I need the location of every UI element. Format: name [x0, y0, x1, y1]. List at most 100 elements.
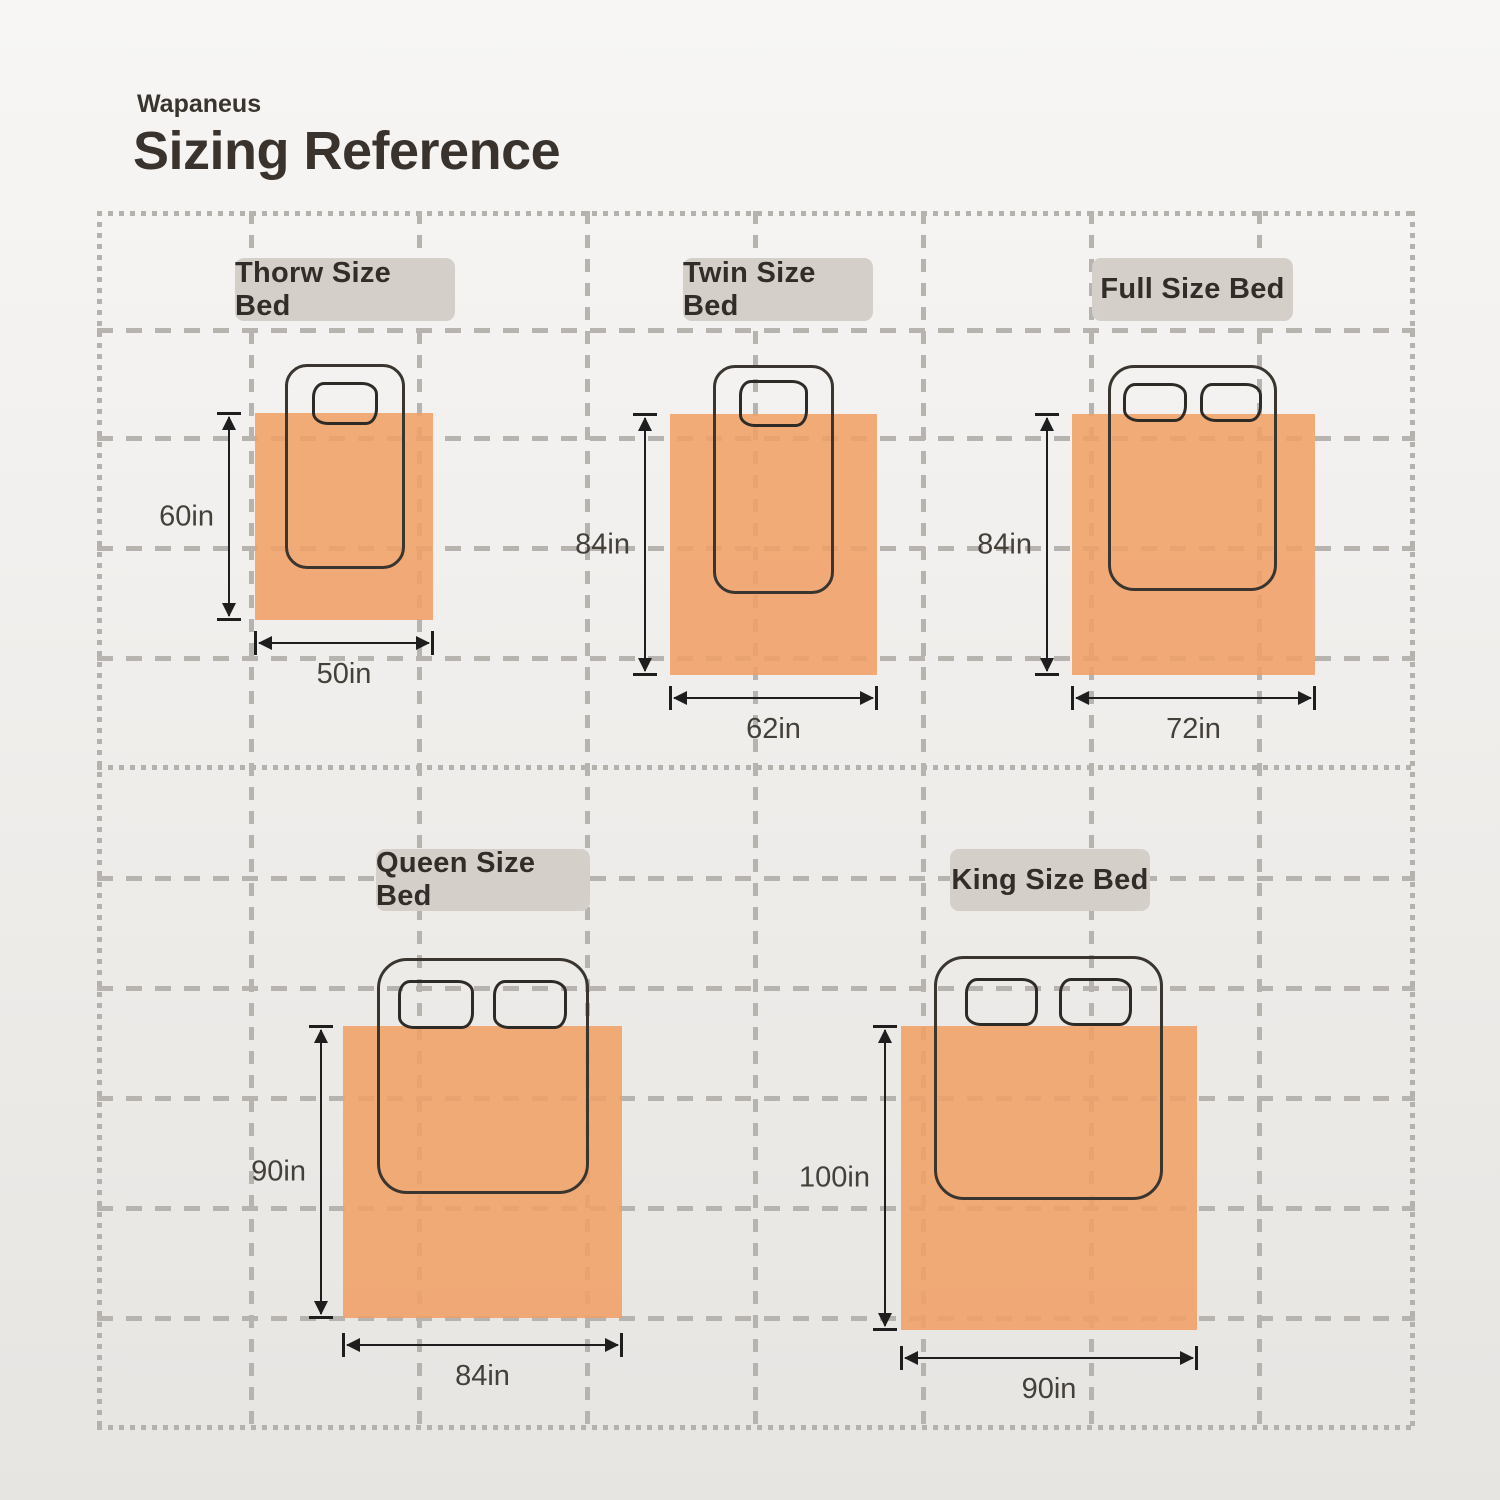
pillow — [312, 382, 378, 425]
pillow — [1200, 383, 1262, 422]
arrow-up-icon — [222, 416, 236, 430]
bed-size-label: Full Size Bed — [1092, 258, 1293, 321]
pillow — [398, 980, 474, 1029]
dimension-cap — [342, 1333, 345, 1357]
dimension-line — [347, 1343, 618, 1347]
grid-line-v — [1089, 211, 1094, 1430]
width-dimension: 84in — [342, 1332, 623, 1392]
height-dimension: 60in — [159, 412, 242, 621]
grid-line-v — [753, 211, 758, 1430]
dimension-cap — [1035, 413, 1059, 416]
pillow — [965, 978, 1038, 1026]
height-dimension: 90in — [251, 1025, 334, 1319]
dimension-cap — [1035, 673, 1059, 676]
arrow-left-icon — [673, 691, 687, 705]
width-dimension: 72in — [1071, 685, 1316, 745]
arrow-left-icon — [1075, 691, 1089, 705]
height-value: 100in — [799, 1161, 870, 1194]
arrow-right-icon — [605, 1338, 619, 1352]
dimension-line — [1076, 696, 1311, 700]
grid-line-v — [417, 211, 422, 1430]
dimension-cap — [873, 1328, 897, 1331]
grid-line-v — [249, 211, 254, 1430]
height-value: 60in — [159, 500, 214, 532]
arrow-left-icon — [904, 1351, 918, 1365]
width-dimension: 62in — [669, 685, 878, 745]
dimension-cap — [875, 686, 878, 710]
arrow-right-icon — [1298, 691, 1312, 705]
dimension-cap — [873, 1025, 897, 1028]
bed-size-label: King Size Bed — [950, 849, 1150, 911]
height-dimension: 100in — [799, 1025, 898, 1331]
width-dimension: 90in — [900, 1345, 1198, 1405]
grid-line-h — [97, 1096, 1415, 1101]
grid-line-h — [97, 876, 1415, 881]
grid-line-h — [97, 1206, 1415, 1211]
grid-border-right — [1410, 211, 1415, 1430]
arrow-down-icon — [222, 603, 236, 617]
arrow-down-icon — [878, 1313, 892, 1327]
bed-outline — [1108, 365, 1277, 591]
dimension-cap — [217, 412, 241, 415]
bed-size-label-text: Thorw Size Bed — [235, 256, 392, 322]
arrow-right-icon — [860, 691, 874, 705]
grid-border-left — [97, 211, 102, 1430]
arrow-down-icon — [314, 1301, 328, 1315]
dimension-cap — [620, 1333, 623, 1357]
height-value: 84in — [977, 528, 1032, 560]
dimension-line — [227, 417, 231, 616]
grid-line-h — [97, 986, 1415, 991]
arrow-left-icon — [258, 636, 272, 650]
width-value: 50in — [316, 658, 372, 690]
dimension-cap — [309, 1316, 333, 1319]
page-title: Sizing Reference — [133, 121, 561, 181]
grid-line-v — [1257, 211, 1262, 1430]
dimension-cap — [633, 673, 657, 676]
height-value: 84in — [575, 528, 630, 560]
grid-line-h — [97, 328, 1415, 333]
arrow-left-icon — [346, 1338, 360, 1352]
bed-outline — [377, 958, 589, 1194]
bed-size-label: Thorw Size Bed — [235, 256, 455, 322]
dimension-line — [883, 1030, 887, 1326]
width-value: 84in — [455, 1360, 510, 1392]
width-value: 72in — [1166, 713, 1221, 745]
dimension-line — [259, 641, 429, 645]
grid-line-h — [97, 1316, 1415, 1321]
width-dimension: 50in — [254, 630, 434, 690]
height-dimension: 84in — [575, 413, 658, 676]
arrow-down-icon — [1040, 658, 1054, 672]
arrow-up-icon — [314, 1029, 328, 1043]
bed-outline — [713, 365, 834, 594]
arrow-up-icon — [638, 417, 652, 431]
arrow-up-icon — [878, 1029, 892, 1043]
width-value: 62in — [746, 713, 801, 745]
grid-line-v — [585, 211, 590, 1430]
brand-name: Wapaneus — [137, 90, 262, 118]
width-value: 90in — [1021, 1373, 1077, 1405]
grid-line-v — [921, 211, 926, 1430]
pillow — [493, 980, 567, 1029]
arrow-right-icon — [416, 636, 430, 650]
bed-size-label-text: Twin Size Bed — [683, 256, 816, 322]
dimension-cap — [1071, 686, 1074, 710]
pillow — [1059, 978, 1132, 1026]
pillow — [1123, 383, 1187, 422]
bed-size-label: Twin Size Bed — [683, 256, 873, 322]
blanket-area — [670, 414, 877, 675]
dimension-line — [1045, 418, 1049, 671]
height-dimension: 84in — [977, 413, 1060, 676]
dimension-cap — [1313, 686, 1316, 710]
dimension-cap — [900, 1346, 903, 1370]
dimension-cap — [669, 686, 672, 710]
dimension-cap — [431, 631, 434, 655]
arrow-down-icon — [638, 658, 652, 672]
bed-size-label-text: Queen Size Bed — [376, 847, 536, 912]
bed-outline — [934, 956, 1163, 1200]
arrow-right-icon — [1180, 1351, 1194, 1365]
dimension-line — [905, 1356, 1193, 1360]
dimension-cap — [309, 1025, 333, 1028]
arrow-up-icon — [1040, 417, 1054, 431]
dimension-line — [674, 696, 873, 700]
dimension-line — [319, 1030, 323, 1314]
